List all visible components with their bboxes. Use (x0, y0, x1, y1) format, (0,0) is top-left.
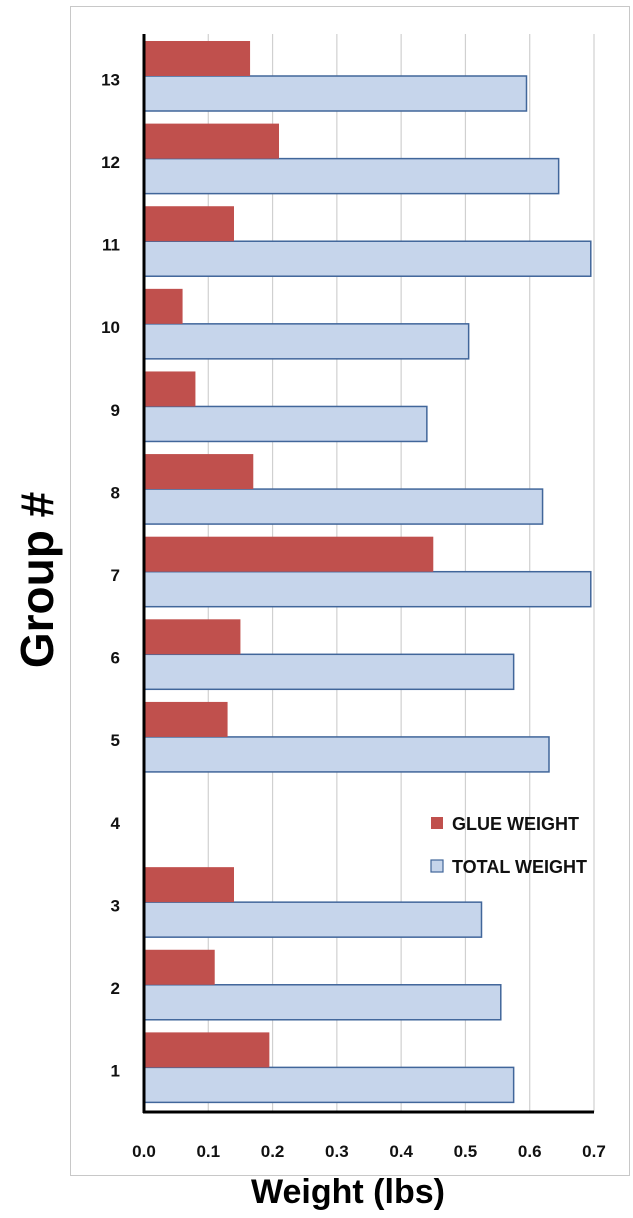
legend: GLUE WEIGHT TOTAL WEIGHT (430, 814, 587, 877)
total-weight-bar (143, 488, 544, 525)
glue-weight-bar (144, 701, 228, 737)
glue-weight-bar (144, 536, 434, 572)
bars (143, 41, 592, 1104)
glue-weight-bar (144, 619, 241, 655)
total-weight-bar (143, 157, 560, 195)
y-tick-label: 9 (111, 401, 120, 420)
y-tick-label: 12 (101, 153, 120, 172)
legend-total-swatch (430, 859, 444, 873)
y-tick-label: 11 (102, 236, 120, 255)
axes (142, 34, 594, 1114)
y-tick-label: 3 (111, 896, 120, 915)
y-tick-label: 4 (111, 814, 121, 833)
x-tick-label: 0.0 (132, 1142, 156, 1161)
glue-weight-bar (144, 123, 279, 159)
y-tick-label: 8 (111, 483, 120, 502)
total-weight-bar (143, 736, 550, 773)
glue-weight-bar (144, 949, 215, 985)
glue-weight-bar (144, 41, 251, 76)
y-tick-label: 5 (111, 731, 120, 750)
y-tick-label: 10 (101, 318, 120, 337)
glue-weight-bar (144, 1032, 270, 1068)
legend-total-label: TOTAL WEIGHT (452, 857, 587, 877)
total-weight-bar (143, 405, 428, 443)
x-tick-label: 0.4 (389, 1142, 413, 1161)
x-tick-label: 0.6 (518, 1142, 542, 1161)
x-tick-label: 0.1 (196, 1142, 220, 1161)
total-weight-bar (143, 1066, 515, 1104)
chart-frame (70, 6, 630, 1176)
glue-weight-bar (144, 206, 234, 242)
tick-labels: 0.0 0.1 0.2 0.3 0.4 0.5 0.6 0.71234567891011121… (101, 70, 606, 1161)
y-tick-label: 1 (111, 1062, 120, 1081)
y-tick-label: 13 (101, 70, 120, 89)
y-tick-label: 7 (111, 566, 120, 585)
x-axis-title: Weight (lbs) (251, 1173, 445, 1211)
x-tick-label: 0.3 (325, 1142, 349, 1161)
total-weight-bar (143, 984, 502, 1021)
legend-glue-swatch (431, 817, 443, 829)
y-axis-title: Group # (11, 492, 63, 668)
x-tick-label: 0.5 (454, 1142, 478, 1161)
total-weight-bar (143, 323, 470, 360)
glue-weight-bar (144, 454, 254, 490)
legend-glue-label: GLUE WEIGHT (452, 814, 579, 834)
x-tick-label: 0.7 (582, 1142, 606, 1161)
total-weight-bar (143, 75, 528, 112)
total-weight-bar (143, 240, 592, 277)
y-tick-label: 6 (111, 649, 120, 668)
total-weight-bar (143, 653, 515, 691)
total-weight-bar (143, 901, 483, 938)
glue-weight-bar (144, 371, 196, 407)
x-tick-label: 0.2 (261, 1142, 285, 1161)
glue-weight-bar (144, 867, 234, 903)
glue-weight-bar (144, 288, 183, 324)
total-weight-bar (143, 570, 592, 608)
y-tick-label: 2 (111, 979, 120, 998)
